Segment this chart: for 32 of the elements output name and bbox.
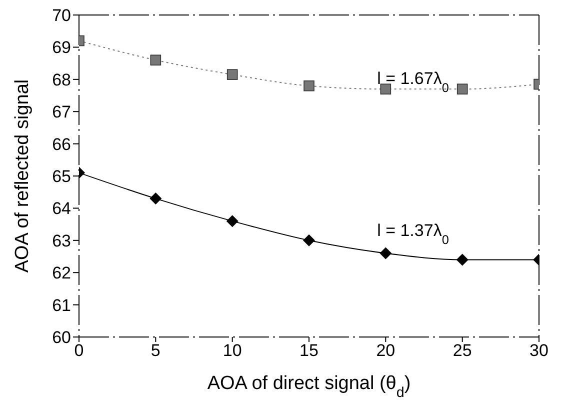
- y-tick-label: 65: [52, 167, 71, 186]
- y-tick-label: 66: [52, 134, 71, 154]
- y-tick-label: 70: [52, 6, 71, 26]
- y-tick-label: 68: [52, 70, 71, 90]
- y-tick-label: 67: [52, 102, 71, 122]
- x-axis-title: AOA of direct signal (θ$_{d}$): [207, 373, 411, 401]
- point: [150, 54, 162, 66]
- x-tick-label: 10: [222, 341, 242, 360]
- point: [456, 254, 468, 266]
- x-tick-label: 15: [300, 341, 318, 360]
- x-tick-label: 0: [74, 341, 84, 360]
- x-tick-label: 20: [376, 341, 396, 360]
- y-tick-label: 62: [52, 264, 71, 283]
- point: [380, 247, 392, 260]
- x-tick-label: 25: [452, 341, 472, 360]
- y-tick-label: 69: [52, 38, 71, 58]
- annotation: l = 1.67λ$_{0}$: [377, 69, 449, 94]
- x-tick-label: 30: [530, 341, 548, 360]
- x-tick-label: 5: [150, 341, 160, 360]
- point: [380, 84, 392, 94]
- point: [304, 80, 314, 92]
- y-tick-label: 60: [52, 328, 71, 348]
- point: [150, 192, 162, 205]
- y-tick-label: 64: [52, 199, 71, 218]
- y-axis-title: AOA of reflected signal: [12, 79, 33, 273]
- y-tick-label: 61: [52, 296, 71, 315]
- point: [226, 215, 238, 228]
- point: [456, 84, 468, 94]
- annotation: l = 1.37λ$_{0}$: [377, 221, 449, 246]
- point: [303, 234, 315, 246]
- y-tick-label: 63: [52, 231, 71, 250]
- point: [226, 69, 238, 80]
